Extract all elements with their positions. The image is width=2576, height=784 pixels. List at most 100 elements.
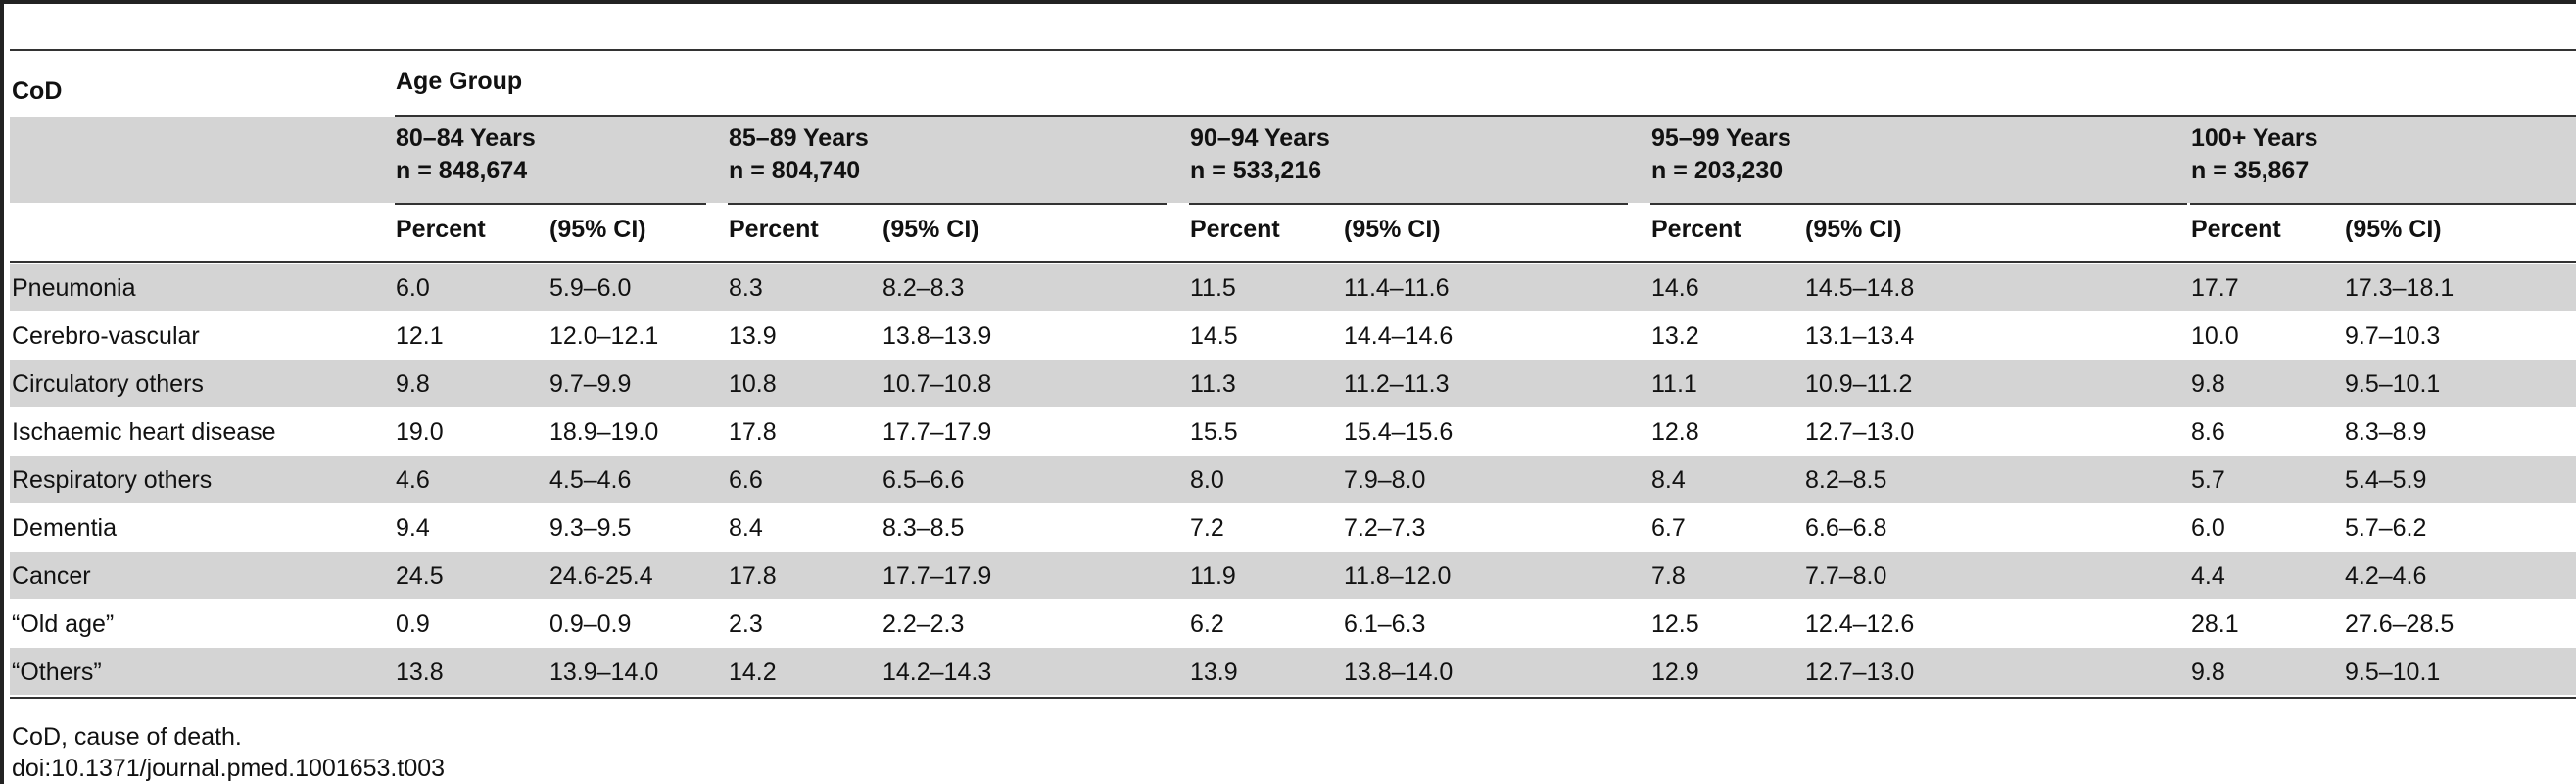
row-shading: [10, 648, 2576, 695]
ci-cell: 8.3–8.5: [883, 514, 965, 542]
percent-cell: 8.3: [729, 274, 763, 302]
table-row: Cancer 24.5 24.6-25.4 17.8 17.7–17.9 11.9 11.8…: [0, 552, 2576, 600]
ci-header: (95% CI): [549, 216, 646, 243]
ci-cell: 7.2–7.3: [1344, 514, 1426, 542]
percent-cell: 5.7: [2191, 466, 2225, 494]
ci-cell: 4.5–4.6: [549, 466, 632, 494]
ci-cell: 13.9–14.0: [549, 659, 659, 686]
age-group-label: 90–94 Years: [1190, 124, 1330, 152]
percent-cell: 24.5: [396, 563, 444, 590]
age-group-count: n = 203,230: [1651, 157, 1784, 184]
header-bottom-rule: [10, 261, 2576, 263]
ci-cell: 15.4–15.6: [1344, 418, 1454, 446]
table-bottom-rule: [10, 697, 2576, 699]
ci-cell: 17.3–18.1: [2345, 274, 2455, 302]
percent-cell: 6.7: [1651, 514, 1686, 542]
footnote-abbreviation: CoD, cause of death.: [12, 723, 242, 751]
percent-header: Percent: [1190, 216, 1280, 243]
ci-cell: 14.2–14.3: [883, 659, 992, 686]
ci-header: (95% CI): [1344, 216, 1441, 243]
ci-cell: 27.6–28.5: [2345, 611, 2455, 638]
percent-cell: 14.5: [1190, 322, 1238, 350]
group-rule: [1650, 203, 2187, 205]
row-shading: [10, 456, 2576, 503]
percent-cell: 12.8: [1651, 418, 1699, 446]
ci-cell: 6.6–6.8: [1805, 514, 1887, 542]
ci-cell: 11.2–11.3: [1344, 370, 1450, 398]
ci-cell: 9.7–9.9: [549, 370, 632, 398]
ci-cell: 13.1–13.4: [1805, 322, 1915, 350]
percent-cell: 11.3: [1190, 370, 1236, 398]
percent-header: Percent: [396, 216, 486, 243]
group-rule: [395, 203, 706, 205]
percent-cell: 17.8: [729, 418, 777, 446]
percent-cell: 28.1: [2191, 611, 2239, 638]
percent-header: Percent: [1651, 216, 1741, 243]
ci-cell: 13.8–13.9: [883, 322, 992, 350]
cod-cell: “Old age”: [12, 611, 115, 638]
percent-cell: 12.1: [396, 322, 444, 350]
percent-cell: 0.9: [396, 611, 430, 638]
percent-cell: 13.8: [396, 659, 444, 686]
group-rule: [1189, 203, 1628, 205]
percent-cell: 8.6: [2191, 418, 2225, 446]
percent-cell: 12.5: [1651, 611, 1699, 638]
percent-cell: 2.3: [729, 611, 763, 638]
percent-cell: 7.8: [1651, 563, 1686, 590]
percent-cell: 12.9: [1651, 659, 1699, 686]
row-shading: [10, 552, 2576, 599]
percent-cell: 13.9: [729, 322, 777, 350]
ci-cell: 8.2–8.3: [883, 274, 965, 302]
percent-cell: 7.2: [1190, 514, 1224, 542]
group-rule: [728, 203, 1167, 205]
percent-cell: 8.4: [729, 514, 763, 542]
percent-cell: 6.0: [2191, 514, 2225, 542]
percent-cell: 13.9: [1190, 659, 1238, 686]
age-group-count: n = 35,867: [2191, 157, 2310, 184]
percent-header: Percent: [729, 216, 819, 243]
cod-cell: Cancer: [12, 563, 91, 590]
row-shading: [10, 264, 2576, 311]
percent-cell: 13.2: [1651, 322, 1699, 350]
ci-cell: 14.4–14.6: [1344, 322, 1454, 350]
percent-cell: 4.4: [2191, 563, 2225, 590]
percent-cell: 14.6: [1651, 274, 1699, 302]
group-header-band: [10, 117, 2576, 203]
percent-cell: 11.1: [1651, 370, 1697, 398]
ci-cell: 24.6-25.4: [549, 563, 653, 590]
percent-cell: 10.0: [2191, 322, 2239, 350]
ci-cell: 9.5–10.1: [2345, 370, 2441, 398]
ci-cell: 14.5–14.8: [1805, 274, 1915, 302]
ci-cell: 5.4–5.9: [2345, 466, 2427, 494]
ci-cell: 11.8–12.0: [1344, 563, 1452, 590]
ci-cell: 5.9–6.0: [549, 274, 632, 302]
ci-cell: 10.9–11.2: [1805, 370, 1913, 398]
ci-cell: 6.5–6.6: [883, 466, 965, 494]
ci-cell: 12.7–13.0: [1805, 659, 1915, 686]
percent-cell: 14.2: [729, 659, 777, 686]
ci-cell: 9.5–10.1: [2345, 659, 2441, 686]
age-group-label: 100+ Years: [2191, 124, 2318, 152]
ci-cell: 6.1–6.3: [1344, 611, 1426, 638]
ci-cell: 9.3–9.5: [549, 514, 632, 542]
header-top-rule: [10, 49, 2576, 51]
cod-column-header: CoD: [12, 77, 63, 105]
ci-cell: 13.8–14.0: [1344, 659, 1454, 686]
footnote-doi: doi:10.1371/journal.pmed.1001653.t003: [12, 755, 446, 782]
percent-cell: 9.8: [396, 370, 430, 398]
ci-cell: 9.7–10.3: [2345, 322, 2441, 350]
percent-cell: 9.4: [396, 514, 430, 542]
percent-cell: 19.0: [396, 418, 444, 446]
age-group-count: n = 533,216: [1190, 157, 1322, 184]
page-left-border: [0, 0, 4, 784]
percent-cell: 11.9: [1190, 563, 1236, 590]
ci-cell: 17.7–17.9: [883, 563, 992, 590]
percent-cell: 6.2: [1190, 611, 1224, 638]
percent-cell: 8.0: [1190, 466, 1224, 494]
ci-cell: 17.7–17.9: [883, 418, 992, 446]
ci-cell: 2.2–2.3: [883, 611, 965, 638]
cod-cell: Ischaemic heart disease: [12, 418, 276, 446]
percent-cell: 15.5: [1190, 418, 1238, 446]
ci-cell: 12.7–13.0: [1805, 418, 1915, 446]
age-group-label: 95–99 Years: [1651, 124, 1791, 152]
